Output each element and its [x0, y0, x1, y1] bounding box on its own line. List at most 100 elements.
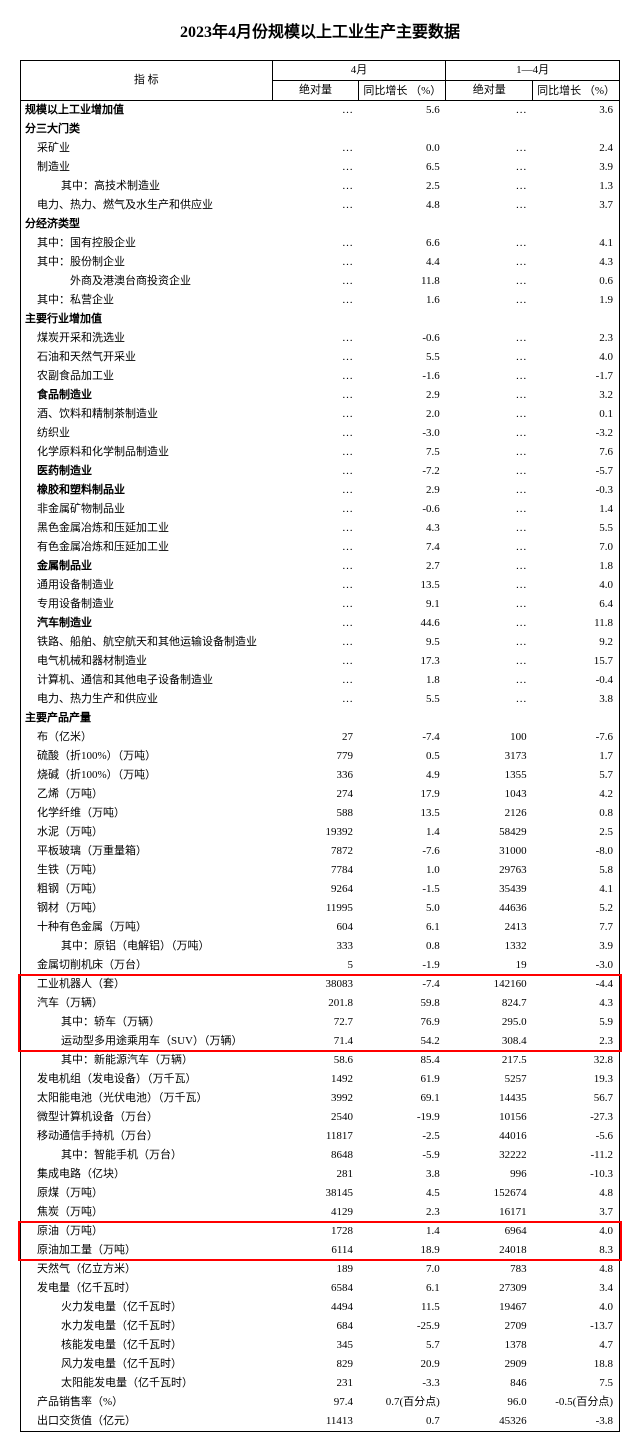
cell-value: 2.9 [359, 481, 446, 500]
cell-value: 3.9 [533, 937, 620, 956]
cell-value: … [272, 177, 359, 196]
cell-value: 4.5 [359, 1184, 446, 1203]
cell-value: -1.5 [359, 880, 446, 899]
indicator-text: 工业机器人（套） [25, 975, 125, 994]
indicator-text: 纺织业 [25, 424, 70, 443]
cell-value: 7784 [272, 861, 359, 880]
cell-value [533, 215, 620, 234]
cell-value: 3.7 [533, 1203, 620, 1222]
cell-value: 9.5 [359, 633, 446, 652]
cell-value: 1.8 [359, 671, 446, 690]
cell-value: -3.0 [359, 424, 446, 443]
indicator-text: 火力发电量（亿千瓦时） [25, 1298, 182, 1317]
table-row: 电气机械和器材制造业…17.3…15.7 [21, 652, 620, 671]
cell-value: … [446, 101, 533, 121]
cell-value [272, 310, 359, 329]
indicator-text: 黑色金属冶炼和压延加工业 [25, 519, 169, 538]
cell-value: 31000 [446, 842, 533, 861]
table-row: 煤炭开采和洗选业…-0.6…2.3 [21, 329, 620, 348]
cell-value: 9.2 [533, 633, 620, 652]
indicator-text: 焦炭（万吨） [25, 1203, 103, 1222]
cell-value: … [446, 139, 533, 158]
cell-indicator: 发电量（亿千瓦时） [21, 1279, 273, 1298]
cell-value: … [272, 291, 359, 310]
indicator-text: 主要产品产量 [25, 709, 91, 728]
cell-value: -0.5(百分点) [533, 1393, 620, 1412]
cell-indicator: 布（亿米） [21, 728, 273, 747]
indicator-text: 医药制造业 [25, 462, 92, 481]
cell-value: 295.0 [446, 1013, 533, 1032]
cell-value: 56.7 [533, 1089, 620, 1108]
cell-value: 16171 [446, 1203, 533, 1222]
cell-value: 2.0 [359, 405, 446, 424]
table-head: 指 标 4月 1—4月 绝对量 同比增长 （%） 绝对量 同比增长 （%） [21, 61, 620, 101]
cell-value: 85.4 [359, 1051, 446, 1070]
indicator-text: 原煤（万吨） [25, 1184, 103, 1203]
cell-value: -10.3 [533, 1165, 620, 1184]
indicator-text: 其中：新能源汽车（万辆） [25, 1051, 193, 1070]
cell-value [359, 215, 446, 234]
cell-value: 11995 [272, 899, 359, 918]
cell-value: 588 [272, 804, 359, 823]
cell-indicator: 原油（万吨） [21, 1222, 273, 1241]
cell-value: 45326 [446, 1412, 533, 1432]
table-row: 电力、热力、燃气及水生产和供应业…4.8…3.7 [21, 196, 620, 215]
cell-value: -5.7 [533, 462, 620, 481]
cell-value: 7.0 [533, 538, 620, 557]
cell-value: … [446, 671, 533, 690]
cell-indicator: 采矿业 [21, 139, 273, 158]
cell-value: 5.5 [359, 690, 446, 709]
table-row: 化学原料和化学制品制造业…7.5…7.6 [21, 443, 620, 462]
cell-value: 2.3 [359, 1203, 446, 1222]
cell-indicator: 天然气（亿立方米） [21, 1260, 273, 1279]
cell-value: … [272, 367, 359, 386]
th-indicator: 指 标 [21, 61, 273, 101]
cell-indicator: 主要行业增加值 [21, 310, 273, 329]
cell-value [272, 120, 359, 139]
cell-value: 6.4 [533, 595, 620, 614]
table-row: 铁路、船舶、航空航天和其他运输设备制造业…9.5…9.2 [21, 633, 620, 652]
cell-indicator: 核能发电量（亿千瓦时） [21, 1336, 273, 1355]
indicator-text: 烧碱（折100%）（万吨） [25, 766, 156, 785]
th-yoy1: 同比增长 （%） [359, 81, 446, 101]
cell-value: 0.6 [533, 272, 620, 291]
cell-value: 4.1 [533, 880, 620, 899]
cell-indicator: 专用设备制造业 [21, 595, 273, 614]
cell-indicator: 规模以上工业增加值 [21, 101, 273, 121]
table-row: 纺织业…-3.0…-3.2 [21, 424, 620, 443]
indicator-text: 集成电路（亿块） [25, 1165, 125, 1184]
cell-value: … [446, 443, 533, 462]
cell-value: 4.7 [533, 1336, 620, 1355]
cell-value: 32.8 [533, 1051, 620, 1070]
table-row: 乙烯（万吨）27417.910434.2 [21, 785, 620, 804]
cell-value [533, 310, 620, 329]
table-row: 有色金属冶炼和压延加工业…7.4…7.0 [21, 538, 620, 557]
table-row: 黑色金属冶炼和压延加工业…4.3…5.5 [21, 519, 620, 538]
cell-value: 1.7 [533, 747, 620, 766]
cell-indicator: 农副食品加工业 [21, 367, 273, 386]
indicator-text: 太阳能电池（光伏电池）（万千瓦） [25, 1089, 208, 1108]
cell-value: 11.8 [359, 272, 446, 291]
cell-indicator: 原油加工量（万吨） [21, 1241, 273, 1260]
cell-value: 7872 [272, 842, 359, 861]
cell-value: … [446, 538, 533, 557]
indicator-text: 原油加工量（万吨） [25, 1241, 136, 1260]
table-row: 产品销售率（%）97.40.7(百分点)96.0-0.5(百分点) [21, 1393, 620, 1412]
cell-value: 11.5 [359, 1298, 446, 1317]
cell-value [446, 215, 533, 234]
cell-value: 9264 [272, 880, 359, 899]
cell-value: 38145 [272, 1184, 359, 1203]
cell-value: -4.4 [533, 975, 620, 994]
indicator-text: 外商及港澳台商投资企业 [25, 272, 191, 291]
cell-value: 4494 [272, 1298, 359, 1317]
cell-value: … [272, 652, 359, 671]
cell-value: 3.4 [533, 1279, 620, 1298]
cell-value [359, 709, 446, 728]
table-row: 火力发电量（亿千瓦时）449411.5194674.0 [21, 1298, 620, 1317]
table-row: 分三大门类 [21, 120, 620, 139]
cell-value: 4.0 [533, 1222, 620, 1241]
cell-indicator: 汽车（万辆） [21, 994, 273, 1013]
indicator-text: 其中：私营企业 [25, 291, 114, 310]
cell-value: 14435 [446, 1089, 533, 1108]
indicator-text: 钢材（万吨） [25, 899, 103, 918]
